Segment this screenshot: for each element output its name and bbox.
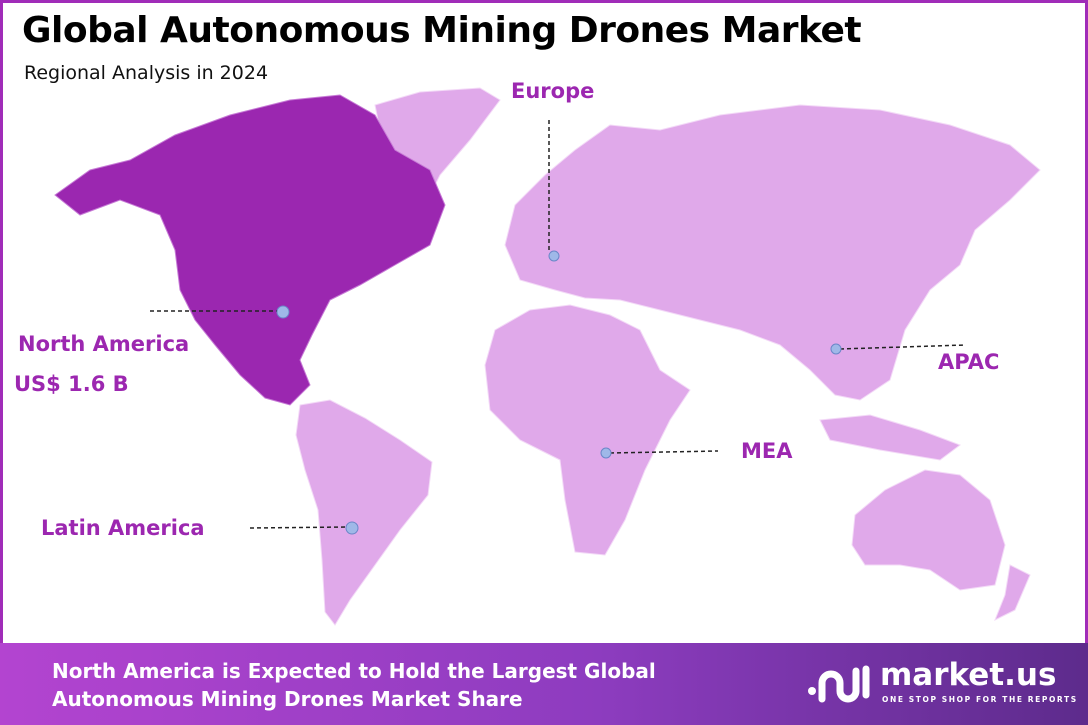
- world-map: [54, 87, 1041, 626]
- mea-marker: [600, 447, 612, 459]
- footer-line-2: Autonomous Mining Drones Market Share: [52, 687, 523, 711]
- page-subtitle: Regional Analysis in 2024: [24, 62, 269, 84]
- latin-america-marker: [345, 521, 359, 535]
- mea-label: MEA: [741, 439, 793, 463]
- footer-banner: North America is Expected to Hold the La…: [0, 643, 1088, 725]
- north-america-shape: [54, 94, 446, 406]
- south-america-shape: [295, 399, 433, 626]
- africa-shape: [484, 304, 691, 556]
- north-america-label: North America: [18, 332, 190, 356]
- europe-label: Europe: [511, 79, 595, 103]
- europe-marker: [548, 250, 560, 262]
- new-zealand-shape: [994, 564, 1031, 622]
- logo-mark-icon: [808, 665, 870, 703]
- apac-label: APAC: [938, 350, 1000, 374]
- footer-line-1: North America is Expected to Hold the La…: [52, 659, 656, 683]
- indonesia-shape: [819, 414, 962, 461]
- logo-tagline: ONE STOP SHOP FOR THE REPORTS: [882, 695, 1078, 704]
- market-us-logo: market.us ONE STOP SHOP FOR THE REPORTS: [808, 657, 1076, 711]
- apac-marker: [830, 343, 842, 355]
- north-america-value: US$ 1.6 B: [14, 372, 129, 396]
- page-title: Global Autonomous Mining Drones Market: [22, 10, 862, 51]
- eurasia-shape: [504, 104, 1041, 401]
- north-america-marker: [276, 305, 290, 319]
- australia-shape: [851, 469, 1006, 591]
- footer-text: North America is Expected to Hold the La…: [52, 657, 656, 713]
- logo-wordmark: market.us: [880, 657, 1057, 693]
- latin-america-leader-line: [249, 526, 349, 529]
- latin-america-label: Latin America: [41, 516, 205, 540]
